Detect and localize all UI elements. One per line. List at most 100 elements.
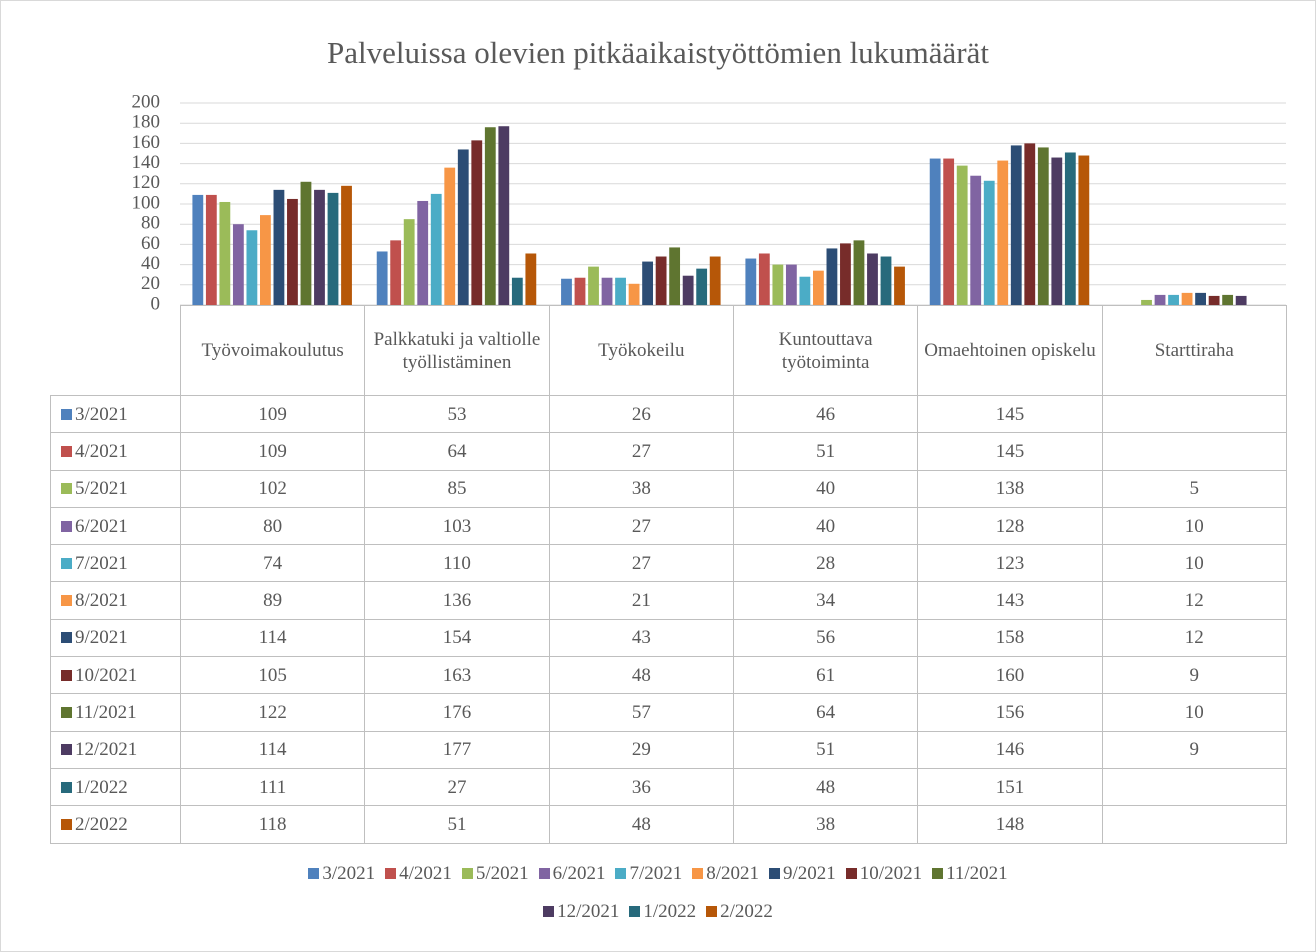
value-cell: 136 [364, 581, 550, 620]
bar [390, 240, 402, 305]
series-name-cell: 3/2021 [50, 394, 181, 434]
bar [1037, 147, 1049, 305]
bar [956, 165, 968, 305]
legend-item: 10/2021 [845, 862, 922, 886]
bar [1208, 295, 1220, 305]
series-row: 8/2021 89 136 21 34 143 12 [50, 581, 1287, 620]
y-tick-label: 100 [132, 192, 161, 213]
value-cell: 27 [548, 506, 734, 546]
bar [403, 219, 415, 305]
bar [840, 243, 851, 305]
bar [669, 247, 681, 305]
value-cell: 61 [732, 656, 919, 695]
legend-item: 2/2022 [706, 900, 773, 924]
bar [341, 185, 352, 305]
value-cell: 158 [917, 618, 1103, 658]
legend-swatch [308, 868, 320, 879]
series-name-cell: 11/2021 [50, 693, 181, 732]
bar [511, 277, 523, 305]
bar [1222, 294, 1234, 305]
legend-label: 4/2021 [399, 863, 452, 884]
series-name: 9/2021 [75, 627, 128, 649]
corner-cell [51, 306, 181, 396]
value-cell [1101, 767, 1287, 807]
bar [246, 230, 258, 305]
legend-swatch [61, 781, 72, 793]
value-cell: 38 [732, 805, 919, 844]
legend-swatch [845, 868, 857, 879]
legend-item: 7/2021 [615, 862, 682, 886]
series-name: 3/2021 [75, 403, 128, 425]
bar [983, 180, 995, 305]
bar [314, 189, 325, 305]
value-cell: 12 [1101, 581, 1287, 620]
value-cell: 146 [917, 730, 1103, 769]
series-name-cell: 5/2021 [50, 469, 181, 508]
value-cell [1101, 805, 1287, 844]
legend-swatch [61, 595, 72, 607]
value-cell: 10 [1101, 693, 1287, 732]
legend-item: 5/2021 [461, 862, 529, 886]
series-name: 1/2022 [75, 776, 128, 798]
series-row: 11/2021 122 176 57 64 156 10 [50, 693, 1287, 732]
series-name-cell: 10/2021 [50, 656, 181, 695]
bar [880, 256, 892, 305]
value-cell: 85 [364, 469, 550, 508]
value-cell: 48 [548, 805, 734, 844]
bar [376, 251, 388, 305]
series-name-cell: 12/2021 [50, 730, 181, 769]
value-cell: 122 [179, 693, 366, 732]
legend-swatch [692, 868, 704, 879]
series-name: 6/2021 [75, 515, 128, 537]
legend-label: 11/2021 [946, 863, 1008, 884]
y-tick-label: 200 [132, 91, 161, 112]
category-header: Kuntouttava työtoiminta [732, 305, 919, 396]
bar [1154, 294, 1166, 305]
y-tick-label: 40 [141, 253, 160, 274]
bar [709, 256, 721, 305]
legend-label: 9/2021 [783, 863, 836, 884]
value-cell: 128 [917, 506, 1103, 546]
value-cell: 27 [364, 767, 550, 807]
bar [826, 248, 838, 305]
value-cell: 118 [179, 805, 366, 844]
series-row: 9/2021 114 154 43 56 158 12 [50, 618, 1287, 658]
legend-swatch [61, 707, 72, 719]
value-cell [1101, 432, 1287, 471]
value-cell: 114 [179, 618, 366, 658]
y-tick-label: 20 [141, 273, 160, 294]
bar [1051, 157, 1063, 305]
data-table: Työvoimakoulutus Palkkatuki ja valtiolle … [50, 305, 1287, 844]
value-cell: 38 [548, 469, 734, 508]
bar [287, 198, 298, 305]
value-cell: 53 [364, 394, 550, 434]
value-cell: 40 [732, 469, 919, 508]
legend-item: 12/2021 [543, 900, 619, 924]
category-header: Starttiraha [1101, 305, 1287, 396]
series-name-cell: 8/2021 [50, 581, 181, 620]
series-name: 5/2021 [75, 478, 128, 500]
legend-swatch [385, 868, 397, 879]
value-cell: 40 [732, 506, 919, 546]
chart-title: Palveluissa olevien pitkäaikaistyöttömie… [327, 35, 989, 70]
legend-swatch [61, 669, 72, 681]
y-tick-label: 160 [132, 132, 161, 153]
legend-item: 1/2022 [629, 900, 696, 924]
value-cell: 145 [917, 432, 1103, 471]
legend-swatch [61, 557, 72, 569]
series-name: 10/2021 [75, 664, 138, 686]
y-tick-label: 120 [132, 172, 161, 193]
value-cell [1101, 394, 1287, 434]
y-tick-label: 180 [132, 112, 161, 133]
bar [799, 276, 811, 305]
value-cell: 163 [364, 656, 550, 695]
value-cell: 48 [732, 767, 919, 807]
value-cell: 51 [732, 432, 919, 471]
value-cell: 27 [548, 544, 734, 583]
bar [929, 158, 941, 305]
value-cell: 5 [1101, 469, 1287, 508]
value-cell: 51 [732, 730, 919, 769]
bar [561, 278, 572, 305]
legend-swatch [61, 445, 72, 457]
bar [853, 240, 865, 305]
